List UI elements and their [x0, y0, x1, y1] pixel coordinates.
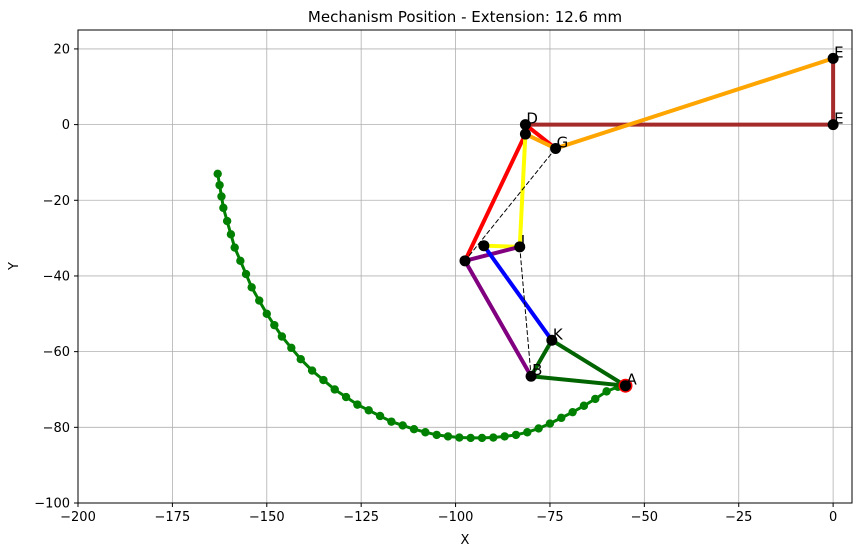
trace-point — [477, 433, 487, 443]
link-k-a — [549, 338, 628, 388]
link-i-k — [481, 243, 554, 343]
joint-i — [478, 240, 490, 252]
trace-point — [230, 243, 239, 252]
trace-point — [236, 256, 245, 266]
trace-point — [602, 387, 611, 396]
trace-point — [226, 230, 236, 239]
trace-point — [432, 430, 441, 440]
joint-d — [519, 119, 531, 131]
trace-point — [364, 406, 373, 415]
trace-point — [443, 432, 453, 441]
trace-point — [489, 433, 498, 442]
joint-label-a: A — [626, 371, 637, 389]
axis-ticks: −200 −175 −150 −125 −100 −75 −50 −25 0−100−80−60… — [34, 42, 837, 525]
joint-c — [459, 255, 471, 267]
x-tick-label: −125 — [343, 510, 379, 525]
trace-point — [557, 413, 566, 423]
trace-point — [579, 401, 589, 410]
trace-point — [568, 407, 577, 417]
trace-point — [409, 425, 419, 434]
y-tick-label: −20 — [43, 194, 70, 209]
trace-point — [455, 433, 464, 442]
trace-point — [277, 332, 287, 341]
trace-point — [398, 421, 407, 430]
trace-point — [255, 296, 264, 305]
y-tick-label: −60 — [43, 345, 70, 360]
x-tick-label: 0 — [829, 510, 837, 525]
plot-layer: A B D E E G J K — [213, 43, 844, 443]
link-b-a — [529, 374, 628, 388]
joint-label-b: B — [532, 361, 542, 379]
trace-point — [534, 424, 543, 433]
link-d2-j — [517, 132, 528, 249]
trace-point — [466, 433, 475, 443]
y-tick-label: −100 — [34, 497, 70, 512]
trace-point — [215, 180, 224, 190]
y-tick-label: 0 — [62, 118, 70, 133]
x-tick-label: −75 — [536, 510, 563, 525]
trace-point — [262, 309, 271, 318]
joint-label-k: K — [553, 325, 564, 343]
link-c-b — [463, 258, 534, 379]
x-tick-label: −25 — [725, 510, 752, 525]
x-tick-label: −100 — [438, 510, 474, 525]
trace-point — [213, 169, 222, 178]
link-c-j — [463, 244, 522, 263]
joint-f — [827, 52, 839, 64]
trace-point — [387, 417, 396, 426]
trace-point — [341, 392, 351, 402]
trace-point — [307, 366, 317, 375]
y-tick-label: −80 — [43, 421, 70, 436]
joint-k — [546, 334, 558, 346]
link-k-b — [529, 338, 554, 379]
joint-label-g: G — [557, 133, 569, 151]
x-axis-label: X — [461, 533, 470, 548]
trace-point — [217, 192, 226, 201]
joint-d2 — [519, 128, 531, 140]
trace-point — [247, 283, 256, 292]
trace-point — [296, 355, 305, 364]
trace-point — [287, 343, 296, 353]
trace-point — [591, 394, 600, 404]
x-tick-label: −150 — [249, 510, 285, 525]
trace-point — [222, 216, 232, 226]
trace-point — [330, 385, 339, 394]
chart-title: Mechanism Position - Extension: 12.6 mm — [308, 8, 622, 26]
trace-point — [219, 203, 228, 213]
y-axis-label: Y — [7, 262, 22, 271]
joint-label-f: E — [834, 43, 843, 61]
trace-point — [511, 430, 521, 440]
x-tick-label: −50 — [631, 510, 658, 525]
joint-b — [525, 370, 537, 382]
plot-frame — [77, 29, 853, 504]
joint-j — [514, 241, 526, 253]
trace-point — [319, 375, 328, 385]
trace-point — [270, 320, 279, 330]
joint-g — [550, 142, 562, 154]
x-tick-label: −175 — [155, 510, 191, 525]
trace-point — [353, 400, 362, 409]
joint-label-e: E — [834, 110, 843, 128]
trace-point — [375, 411, 385, 421]
trace-point — [523, 428, 532, 437]
trace-point — [241, 269, 251, 279]
y-tick-label: −40 — [43, 269, 70, 284]
link-d2-g — [523, 132, 558, 151]
trace-point — [545, 419, 555, 428]
trace-point — [500, 432, 509, 441]
link-d2-c — [463, 132, 528, 263]
x-tick-label: −200 — [60, 510, 96, 525]
link-g-f — [553, 56, 836, 151]
joint-label-d: D — [526, 110, 538, 128]
trace-point — [421, 428, 430, 437]
joint-label-j: J — [520, 232, 525, 250]
joint-a — [619, 380, 631, 392]
link-j-b — [519, 246, 532, 377]
joint-e — [827, 119, 839, 131]
y-tick-label: 20 — [53, 42, 70, 57]
